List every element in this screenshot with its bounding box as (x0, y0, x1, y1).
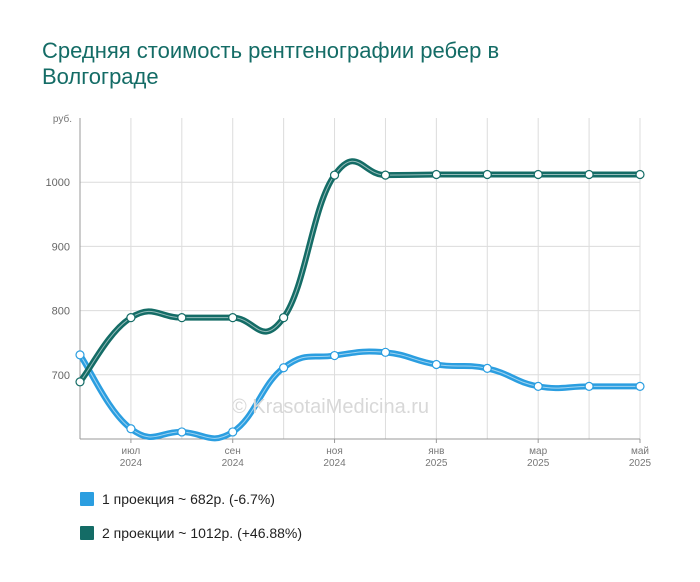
data-point-series-1 (329, 350, 340, 361)
x-tick-label-month: июл (122, 446, 141, 457)
data-point-series-2 (533, 169, 543, 180)
data-point-series-2 (75, 377, 85, 387)
chart-title: Средняя стоимость рентгенографии ребер в… (42, 38, 500, 89)
data-point-series-1 (482, 363, 492, 373)
data-point-series-2 (635, 169, 645, 180)
series-line-2 (77, 158, 643, 385)
x-tick-label-month: мар (529, 446, 547, 457)
data-point-series-1 (177, 427, 187, 437)
data-point-series-2 (482, 169, 492, 180)
legend-swatch-1 (80, 492, 94, 506)
x-tick-label-month: май (631, 446, 649, 457)
series-line-highlight-2 (79, 160, 640, 383)
x-tick-label-year: 2025 (629, 458, 652, 469)
data-point-series-2 (279, 313, 289, 323)
legend-swatch-2 (80, 526, 94, 540)
data-point-series-2 (228, 313, 238, 323)
legend-item-1[interactable]: 1 проекция ~ 682р. (-6.7%) (80, 491, 275, 507)
data-point-series-1 (228, 427, 238, 437)
data-point-series-1 (279, 363, 289, 373)
x-tick-label-month: сен (225, 446, 241, 457)
data-point-series-1 (635, 381, 645, 391)
data-point-series-1 (533, 381, 543, 391)
data-point-series-1 (126, 424, 136, 434)
data-point-series-2 (126, 313, 136, 323)
line-chart: 7008009001000руб.июл2024сен2024ноя2024ян… (46, 113, 652, 469)
y-tick-label: 700 (52, 370, 70, 382)
x-tick-label-year: 2025 (425, 458, 448, 469)
y-axis-unit-label: руб. (53, 113, 72, 125)
x-tick-label-year: 2025 (527, 458, 550, 469)
x-tick-label-year: 2024 (222, 458, 245, 469)
legend-label-1: 1 проекция ~ 682р. (-6.7%) (102, 491, 275, 507)
x-tick-label-year: 2024 (120, 458, 143, 469)
data-point-series-2 (380, 170, 391, 180)
data-point-series-1 (431, 359, 441, 370)
y-tick-label: 800 (52, 306, 70, 318)
legend-label-2: 2 проекции ~ 1012р. (+46.88%) (102, 525, 303, 541)
data-point-series-2 (431, 169, 441, 180)
watermark: © KrasotaiMedicina.ru (232, 396, 430, 418)
y-tick-label: 1000 (46, 177, 70, 189)
data-point-series-2 (584, 169, 594, 180)
data-point-series-1 (584, 381, 594, 391)
data-point-series-2 (177, 313, 187, 323)
data-point-series-1 (75, 350, 85, 360)
series-line-1 (77, 348, 643, 442)
series-line-highlight-1 (79, 351, 640, 439)
data-point-series-1 (380, 347, 391, 357)
legend-item-2[interactable]: 2 проекции ~ 1012р. (+46.88%) (80, 525, 302, 541)
y-tick-label: 900 (52, 241, 70, 253)
data-point-series-2 (329, 170, 340, 180)
x-tick-label-month: ноя (326, 446, 343, 457)
x-tick-label-month: янв (428, 446, 444, 457)
x-tick-label-year: 2024 (323, 458, 346, 469)
